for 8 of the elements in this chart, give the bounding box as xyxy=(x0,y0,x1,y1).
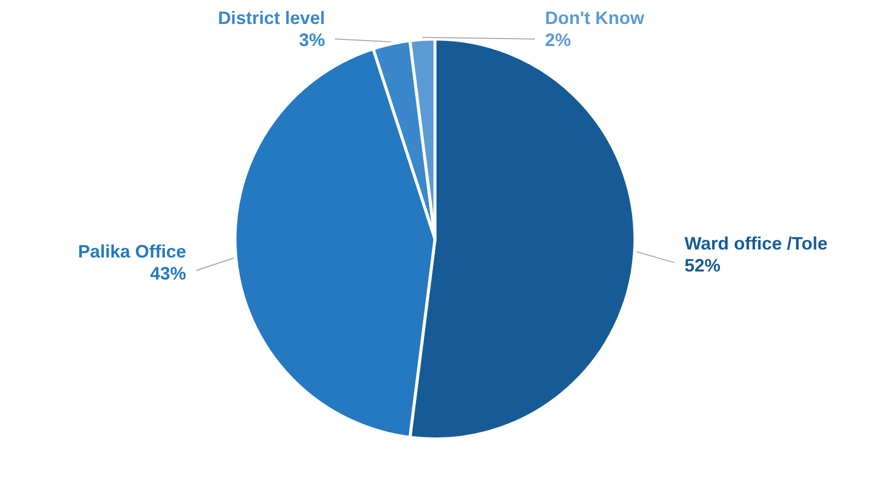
slice-label: Don't Know xyxy=(545,8,646,28)
data-label: 43% xyxy=(150,264,186,284)
slice-label: District level xyxy=(218,8,325,28)
slice-label: Palika Office xyxy=(78,242,186,262)
data-label: 2% xyxy=(545,30,572,50)
data-label: 52% xyxy=(684,256,721,276)
data-label: 3% xyxy=(298,30,325,50)
slice-label: Ward office /Tole xyxy=(684,234,828,254)
